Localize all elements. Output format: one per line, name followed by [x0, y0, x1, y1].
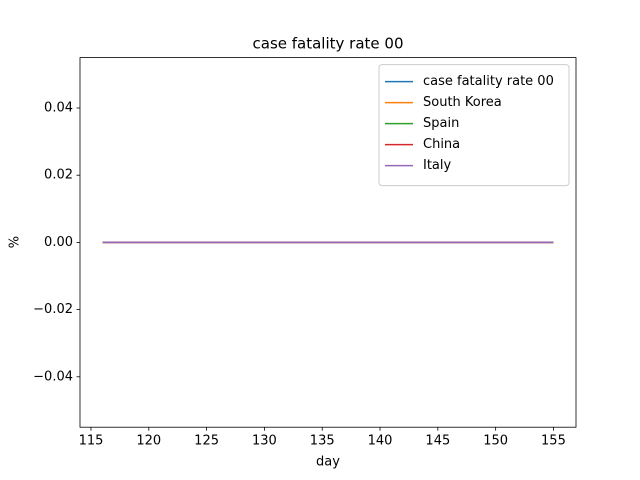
legend-label: case fatality rate 00	[423, 74, 554, 89]
legend-label: China	[423, 137, 460, 152]
x-tick-label: 145	[425, 434, 450, 449]
chart-title: case fatality rate 00	[253, 35, 404, 53]
x-tick-label: 155	[541, 434, 566, 449]
y-tick-label: −0.02	[33, 302, 73, 317]
y-tick-label: 0.00	[44, 235, 73, 250]
legend-label: Spain	[423, 116, 459, 131]
plot-frame	[79, 57, 577, 428]
x-tick-label: 150	[483, 434, 508, 449]
x-tick-label: 115	[79, 434, 104, 449]
x-tick-label: 135	[310, 434, 335, 449]
y-axis-label: %	[8, 236, 23, 248]
x-tick-label: 120	[136, 434, 161, 449]
x-axis-label: day	[316, 455, 340, 470]
x-tick-label: 140	[368, 434, 393, 449]
x-tick-label: 130	[252, 434, 277, 449]
legend: case fatality rate 00 South Korea Spain Chi…	[378, 64, 570, 187]
y-tick-label: −0.04	[33, 369, 73, 384]
legend-box	[378, 64, 570, 187]
y-tick-label: 0.02	[44, 168, 73, 183]
y-tick-label: 0.04	[44, 101, 73, 116]
legend-label: South Korea	[423, 95, 502, 110]
legend-label: Italy	[423, 158, 452, 173]
x-tick-label: 125	[194, 434, 219, 449]
